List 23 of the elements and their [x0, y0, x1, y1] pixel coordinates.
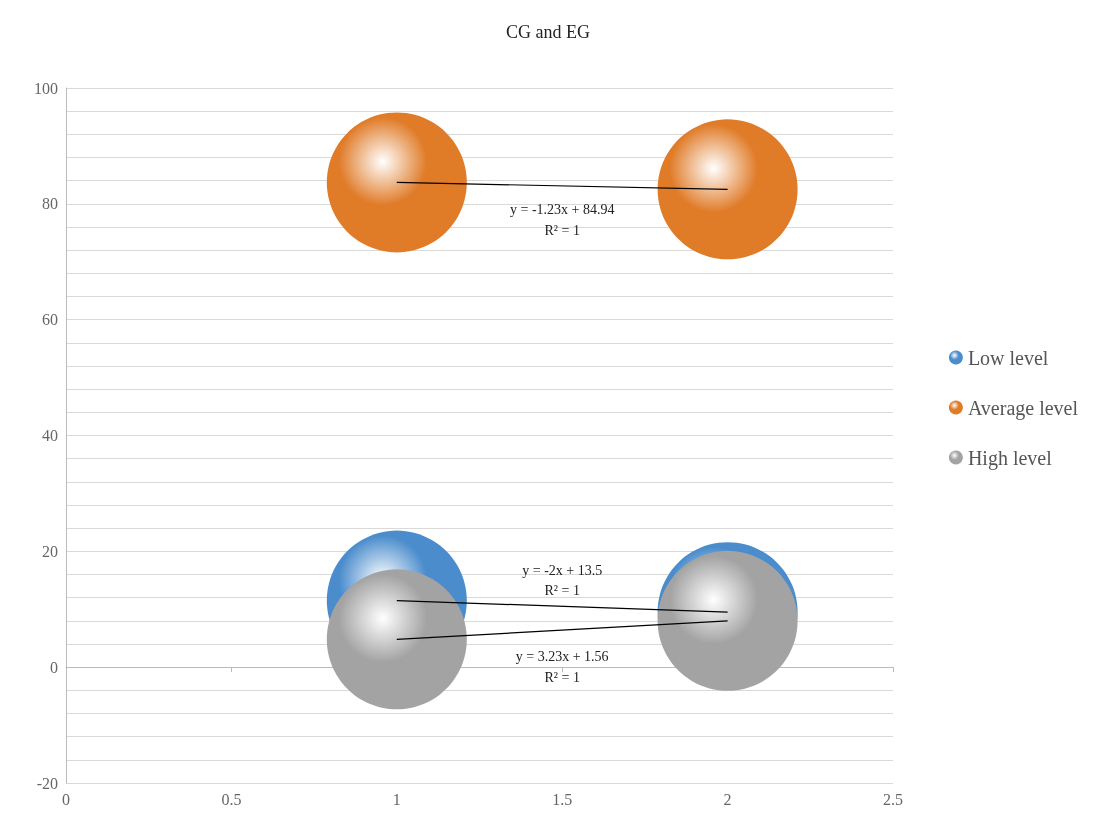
y-tick-label: 80: [42, 195, 58, 213]
x-tick-label: 2: [723, 790, 732, 808]
annotation: y = -1.23x + 84.94: [509, 202, 615, 218]
annotation: R² = 1: [544, 582, 580, 598]
annotation: R² = 1: [544, 223, 580, 239]
annotation: y = -2x + 13.5: [522, 562, 603, 578]
legend-label: High level: [967, 446, 1053, 470]
y-tick-label: 100: [34, 79, 58, 97]
annotation: y = 3.23x + 1.56: [515, 648, 609, 664]
chart-title: CG and EG: [506, 22, 590, 42]
x-tick-label: 2.5: [883, 790, 903, 808]
x-tick-label: 1: [392, 790, 401, 808]
y-tick-label: 60: [42, 311, 58, 329]
annotation: R² = 1: [544, 669, 580, 685]
legend-label: Average level: [967, 396, 1079, 420]
y-tick-label: 40: [42, 427, 58, 444]
x-tick-label: 0.5: [221, 790, 242, 808]
x-tick-label: 0: [62, 790, 70, 808]
y-tick-label: 20: [42, 542, 58, 560]
y-tick-label: 0: [50, 658, 58, 676]
legend-label: Low level: [967, 346, 1049, 369]
y-tick-label: -20: [36, 774, 58, 792]
x-tick-label: 1.5: [552, 790, 573, 808]
